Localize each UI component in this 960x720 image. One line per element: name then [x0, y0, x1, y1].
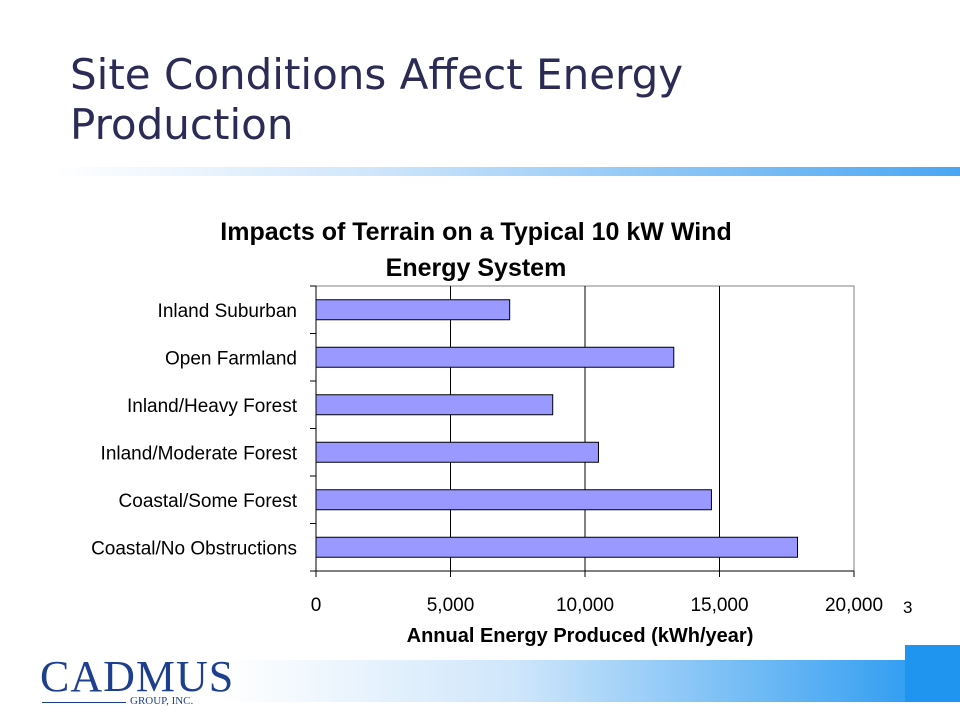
cadmus-logo: CADMUS GROUP, INC. — [40, 655, 233, 710]
x-tick-label: 10,000 — [556, 595, 614, 616]
y-category-label: Open Farmland — [165, 348, 297, 369]
y-category-label: Inland Suburban — [158, 301, 297, 322]
x-tick-label: 15,000 — [690, 595, 748, 616]
title-underline-gradient — [55, 167, 960, 176]
bar-inland-heavy-forest — [315, 394, 554, 416]
bar-coastal-no-obstructions — [315, 536, 799, 558]
page-number: 3 — [903, 598, 913, 617]
y-category-label: Coastal/No Obstructions — [91, 538, 297, 559]
chart-title-line-1: Impacts of Terrain on a Typical 10 kW Wi… — [220, 218, 731, 246]
bar-inland-suburban — [315, 299, 511, 321]
logo-rule — [42, 702, 126, 703]
bar-inland-moderate-forest — [315, 441, 599, 463]
x-tick-label: 5,000 — [427, 595, 475, 616]
footer-gradient-band — [220, 660, 960, 702]
bar-open-farmland — [315, 346, 675, 368]
slide-title: Site Conditions Affect Energy Production — [70, 50, 684, 149]
logo-wordmark: CADMUS — [40, 652, 235, 701]
x-tick-label: 20,000 — [825, 595, 883, 616]
y-category-label: Coastal/Some Forest — [119, 491, 298, 512]
y-category-label: Inland/Moderate Forest — [101, 443, 298, 464]
chart-title-line-2: Energy System — [386, 254, 567, 282]
x-axis-label: Annual Energy Produced (kWh/year) — [407, 625, 754, 647]
bar-coastal-some-forest — [315, 489, 712, 511]
x-tick-label: 0 — [311, 595, 322, 616]
y-category-label: Inland/Heavy Forest — [127, 396, 298, 417]
footer-accent-block — [905, 645, 960, 702]
logo-subtitle: GROUP, INC. — [130, 695, 194, 707]
